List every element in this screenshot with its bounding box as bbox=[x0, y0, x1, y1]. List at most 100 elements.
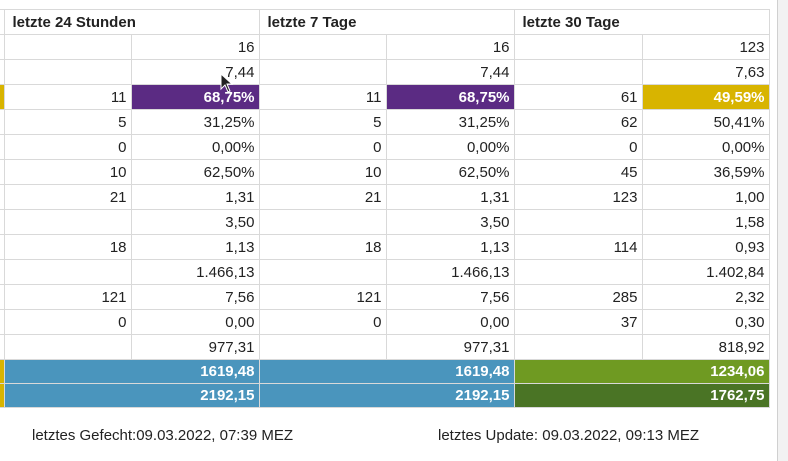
header-30d: letzte 30 Tage bbox=[513, 9, 770, 35]
table-row-summary: 2192,15 2192,15 1762,75 bbox=[0, 383, 770, 408]
table-row: 977,31 977,31 818,92 bbox=[0, 334, 770, 360]
cell-24h-count bbox=[3, 59, 132, 85]
cell-30d-value: 1,58 bbox=[641, 209, 770, 235]
cell-7d-value: 3,50 bbox=[385, 209, 515, 235]
table-row: 121 7,56 121 7,56 285 2,32 bbox=[0, 284, 770, 310]
header-row: letzte 24 Stunden letzte 7 Tage letzte 3… bbox=[0, 9, 770, 35]
cell-30d-total: 1762,75 bbox=[513, 383, 770, 408]
cell-7d-value-highlight: 68,75% bbox=[385, 84, 515, 110]
cell-30d-value: 1,00 bbox=[641, 184, 770, 210]
cell-30d-count bbox=[513, 334, 643, 360]
cell-7d-count bbox=[258, 34, 387, 60]
header-24h: letzte 24 Stunden bbox=[3, 9, 260, 35]
cell-24h-count: 10 bbox=[3, 159, 132, 185]
cell-24h-count: 21 bbox=[3, 184, 132, 210]
table-row: 5 31,25% 5 31,25% 62 50,41% bbox=[0, 109, 770, 135]
cell-24h-value-highlight: 68,75% bbox=[130, 84, 260, 110]
cell-7d-count: 121 bbox=[258, 284, 387, 310]
cell-7d-count bbox=[258, 334, 387, 360]
cell-30d-count: 123 bbox=[513, 184, 643, 210]
cell-24h-value: 3,50 bbox=[130, 209, 260, 235]
cell-24h-value: 7,56 bbox=[130, 284, 260, 310]
cell-24h-value: 0,00 bbox=[130, 309, 260, 335]
cell-7d-count bbox=[258, 259, 387, 285]
cell-24h-value: 31,25% bbox=[130, 109, 260, 135]
cell-24h-count: 121 bbox=[3, 284, 132, 310]
cell-24h-value: 16 bbox=[130, 34, 260, 60]
cell-24h-count bbox=[3, 209, 132, 235]
cell-24h-count bbox=[3, 259, 132, 285]
statistics-table: letzte 24 Stunden letzte 7 Tage letzte 3… bbox=[0, 9, 770, 408]
table-row: 18 1,13 18 1,13 114 0,93 bbox=[0, 234, 770, 260]
vertical-scrollbar[interactable] bbox=[778, 0, 788, 461]
cell-7d-count: 11 bbox=[258, 84, 387, 110]
scrollbar-divider bbox=[777, 0, 778, 461]
cell-30d-value: 7,63 bbox=[641, 59, 770, 85]
cell-7d-value: 1,31 bbox=[385, 184, 515, 210]
cell-24h-count: 5 bbox=[3, 109, 132, 135]
cell-30d-value: 123 bbox=[641, 34, 770, 60]
last-fight-label: letztes Gefecht:09.03.2022, 07:39 MEZ bbox=[32, 427, 293, 444]
cell-7d-value: 7,44 bbox=[385, 59, 515, 85]
table-row-summary: 1619,48 1619,48 1234,06 bbox=[0, 359, 770, 384]
cell-30d-value: 0,00% bbox=[641, 134, 770, 160]
cell-7d-value: 16 bbox=[385, 34, 515, 60]
cell-24h-total: 2192,15 bbox=[3, 383, 260, 408]
cell-24h-count: 0 bbox=[3, 309, 132, 335]
cell-7d-count bbox=[258, 59, 387, 85]
cell-30d-value: 2,32 bbox=[641, 284, 770, 310]
cell-7d-value: 62,50% bbox=[385, 159, 515, 185]
cell-7d-value: 977,31 bbox=[385, 334, 515, 360]
cell-30d-value: 1.402,84 bbox=[641, 259, 770, 285]
cell-7d-value: 1.466,13 bbox=[385, 259, 515, 285]
cell-24h-count: 18 bbox=[3, 234, 132, 260]
cell-30d-value: 36,59% bbox=[641, 159, 770, 185]
cell-24h-value: 0,00% bbox=[130, 134, 260, 160]
cell-30d-value-highlight: 49,59% bbox=[641, 84, 770, 110]
table-row: 3,50 3,50 1,58 bbox=[0, 209, 770, 235]
cell-30d-value: 0,30 bbox=[641, 309, 770, 335]
cell-7d-count: 0 bbox=[258, 134, 387, 160]
cell-30d-count: 62 bbox=[513, 109, 643, 135]
cell-7d-count bbox=[258, 209, 387, 235]
cell-24h-value: 62,50% bbox=[130, 159, 260, 185]
cell-24h-score: 1619,48 bbox=[3, 359, 260, 384]
cell-30d-value: 818,92 bbox=[641, 334, 770, 360]
cell-7d-value: 1,13 bbox=[385, 234, 515, 260]
cell-7d-count: 21 bbox=[258, 184, 387, 210]
cell-30d-count: 61 bbox=[513, 84, 643, 110]
cell-7d-count: 0 bbox=[258, 309, 387, 335]
table-row: 1.466,13 1.466,13 1.402,84 bbox=[0, 259, 770, 285]
cell-30d-count bbox=[513, 259, 643, 285]
cell-30d-count: 45 bbox=[513, 159, 643, 185]
cell-24h-value: 1,31 bbox=[130, 184, 260, 210]
cell-30d-count: 37 bbox=[513, 309, 643, 335]
cell-30d-value: 50,41% bbox=[641, 109, 770, 135]
cell-30d-count: 285 bbox=[513, 284, 643, 310]
cell-24h-count: 0 bbox=[3, 134, 132, 160]
cell-30d-score: 1234,06 bbox=[513, 359, 770, 384]
cell-7d-value: 7,56 bbox=[385, 284, 515, 310]
cell-30d-count bbox=[513, 209, 643, 235]
cell-7d-count: 18 bbox=[258, 234, 387, 260]
cell-24h-value: 977,31 bbox=[130, 334, 260, 360]
table-row: 21 1,31 21 1,31 123 1,00 bbox=[0, 184, 770, 210]
table-row: 0 0,00% 0 0,00% 0 0,00% bbox=[0, 134, 770, 160]
cell-30d-count bbox=[513, 59, 643, 85]
cell-30d-count bbox=[513, 34, 643, 60]
cell-7d-total: 2192,15 bbox=[258, 383, 515, 408]
cell-24h-count: 11 bbox=[3, 84, 132, 110]
cell-24h-value: 1,13 bbox=[130, 234, 260, 260]
cell-7d-count: 10 bbox=[258, 159, 387, 185]
table-row: 11 68,75% 11 68,75% 61 49,59% bbox=[0, 84, 770, 110]
cell-7d-value: 0,00 bbox=[385, 309, 515, 335]
cell-7d-value: 0,00% bbox=[385, 134, 515, 160]
cell-30d-count: 114 bbox=[513, 234, 643, 260]
cell-24h-value: 1.466,13 bbox=[130, 259, 260, 285]
table-row: 7,44 7,44 7,63 bbox=[0, 59, 770, 85]
cell-30d-count: 0 bbox=[513, 134, 643, 160]
cell-7d-count: 5 bbox=[258, 109, 387, 135]
header-7d: letzte 7 Tage bbox=[258, 9, 515, 35]
table-row: 16 16 123 bbox=[0, 34, 770, 60]
